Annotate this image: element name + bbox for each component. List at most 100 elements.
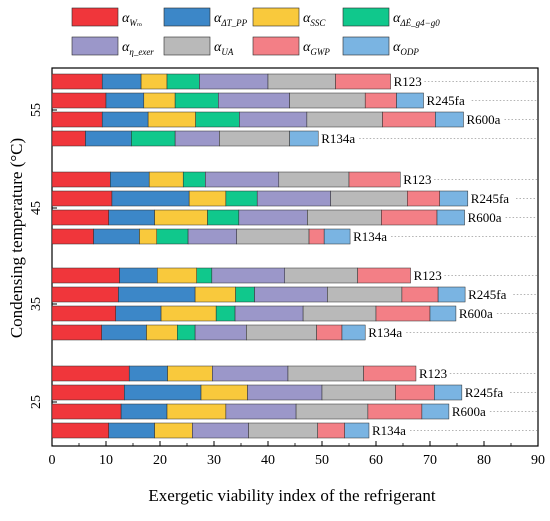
bar-segment-SSC-45-R245fa — [188, 190, 227, 207]
bar-segment-UA-55-R600a — [306, 111, 383, 128]
bar-segment-UA-25-R600a — [295, 403, 369, 420]
bar-segment-eta-45-R600a — [238, 209, 308, 226]
bar-segment-GWP-45-R123 — [348, 171, 401, 188]
bar-segment-dT-25-R600a — [120, 403, 168, 420]
x-tick-label-70: 70 — [423, 453, 437, 468]
bar-segment-W-25-R245fa — [51, 384, 125, 401]
bar-segment-ODP-25-R245fa — [434, 384, 463, 401]
bar-label-35-R245fa: R245fa — [468, 287, 507, 302]
bar-segment-eta-45-R245fa — [256, 190, 331, 207]
bar-segment-dT-45-R134a — [93, 228, 140, 245]
bar-segment-eta-45-R123 — [205, 171, 280, 188]
legend-label-dT: αΔT_PP — [214, 11, 248, 28]
chart-legend: αWₘ αΔT_PP αSSC αΔĖ_g4−g0 αη_exer αUA αGWP αODP — [71, 7, 440, 57]
bar-segment-UA-45-R600a — [307, 209, 382, 226]
bar-segment-GWP-55-R123 — [335, 73, 391, 90]
bar-segment-W-35-R134a — [51, 324, 102, 341]
bar-segment-W-25-R134a — [51, 422, 109, 439]
bar-segment-eta-55-R600a — [239, 111, 308, 128]
legend-swatch-GWP — [252, 36, 300, 56]
bar-label-35-R600a: R600a — [459, 306, 493, 321]
bar-segment-W-55-R600a — [51, 111, 103, 128]
bar-segment-eta-55-R134a — [174, 130, 220, 147]
bar-segment-GWP-55-R600a — [382, 111, 436, 128]
bar-segment-eta-55-R245fa — [218, 92, 290, 109]
bar-segment-GWP-35-R123 — [357, 267, 411, 284]
bar-segment-W-35-R245fa — [51, 286, 119, 303]
bar-segment-dE-45-R134a — [156, 228, 189, 245]
legend-swatch-dT — [163, 7, 211, 27]
x-tick-label-30: 30 — [207, 453, 221, 468]
x-tick-label-60: 60 — [369, 453, 383, 468]
bar-segment-W-45-R245fa — [51, 190, 113, 207]
bar-segment-ODP-25-R600a — [421, 403, 450, 420]
bar-label-35-R123: R123 — [414, 268, 442, 283]
bar-segment-UA-35-R245fa — [327, 286, 403, 303]
bar-label-55-R600a: R600a — [467, 112, 501, 127]
bar-label-45-R600a: R600a — [468, 210, 502, 225]
x-tick-label-20: 20 — [153, 453, 167, 468]
bar-segment-dE-45-R245fa — [225, 190, 258, 207]
legend-item-dT: αΔT_PP — [163, 7, 248, 28]
bar-segment-ODP-25-R134a — [344, 422, 370, 439]
bar-segment-UA-55-R245fa — [289, 92, 366, 109]
bar-segment-eta-25-R134a — [192, 422, 249, 439]
bar-segment-UA-25-R245fa — [321, 384, 396, 401]
bar-segment-ODP-45-R600a — [436, 209, 465, 226]
bar-segment-ODP-35-R600a — [429, 305, 457, 322]
bar-segment-dT-45-R245fa — [111, 190, 190, 207]
bar-segment-GWP-25-R600a — [367, 403, 423, 420]
bar-segment-SSC-35-R245fa — [194, 286, 236, 303]
bar-segment-dE-55-R245fa — [174, 92, 219, 109]
bar-segment-SSC-45-R134a — [139, 228, 158, 245]
bar-segment-ODP-35-R245fa — [437, 286, 466, 303]
bar-segment-GWP-25-R245fa — [395, 384, 435, 401]
bar-segment-dT-25-R134a — [108, 422, 155, 439]
bar-segment-W-55-R134a — [51, 130, 86, 147]
bar-segment-UA-25-R134a — [248, 422, 318, 439]
bar-segment-UA-35-R600a — [302, 305, 377, 322]
legend-swatch-dE — [342, 7, 390, 27]
bar-segment-SSC-25-R134a — [154, 422, 193, 439]
bar-segment-dT-55-R134a — [85, 130, 132, 147]
x-tick-label-80: 80 — [477, 453, 491, 468]
legend-swatch-SSC — [252, 7, 300, 27]
bar-label-45-R245fa: R245fa — [471, 191, 510, 206]
bar-segment-UA-35-R123 — [284, 267, 358, 284]
bar-label-25-R600a: R600a — [452, 404, 486, 419]
bar-label-55-R123: R123 — [394, 74, 422, 89]
bar-segment-W-45-R134a — [51, 228, 94, 245]
bar-segment-UA-35-R134a — [246, 324, 317, 341]
bar-segment-eta-25-R245fa — [247, 384, 323, 401]
legend-item-UA: αUA — [163, 36, 234, 57]
bar-segment-SSC-25-R600a — [166, 403, 227, 420]
bar-segment-GWP-35-R245fa — [401, 286, 439, 303]
legend-label-dE: αΔĖ_g4−g0 — [393, 11, 440, 28]
bar-segment-W-45-R600a — [51, 209, 109, 226]
bar-segment-dT-35-R134a — [101, 324, 147, 341]
bar-segment-SSC-45-R123 — [148, 171, 184, 188]
bar-segment-W-35-R600a — [51, 305, 116, 322]
bar-segment-SSC-35-R123 — [157, 267, 197, 284]
bar-segment-dE-55-R123 — [166, 73, 200, 90]
bar-segment-ODP-55-R134a — [289, 130, 319, 147]
bar-segment-W-25-R600a — [51, 403, 122, 420]
legend-label-UA: αUA — [214, 40, 234, 57]
bar-segment-eta-55-R123 — [199, 73, 269, 90]
bar-label-45-R134a: R134a — [353, 229, 387, 244]
bar-segment-W-45-R123 — [51, 171, 111, 188]
legend-label-eta: αη_exer — [122, 40, 154, 57]
x-tick-label-0: 0 — [49, 453, 56, 468]
bar-segment-eta-35-R134a — [194, 324, 247, 341]
y-axis: 55 45 35 25 — [29, 103, 57, 409]
bar-segment-ODP-55-R245fa — [396, 92, 424, 109]
legend-swatch-UA — [163, 36, 211, 56]
bar-segment-dE-35-R245fa — [235, 286, 255, 303]
legend-swatch-W — [71, 7, 119, 27]
bar-segment-UA-25-R123 — [287, 365, 364, 382]
bar-segment-dT-35-R123 — [119, 267, 158, 284]
bar-label-25-R134a: R134a — [372, 423, 406, 438]
bar-segment-dE-55-R600a — [195, 111, 240, 128]
bar-segment-UA-45-R245fa — [330, 190, 408, 207]
